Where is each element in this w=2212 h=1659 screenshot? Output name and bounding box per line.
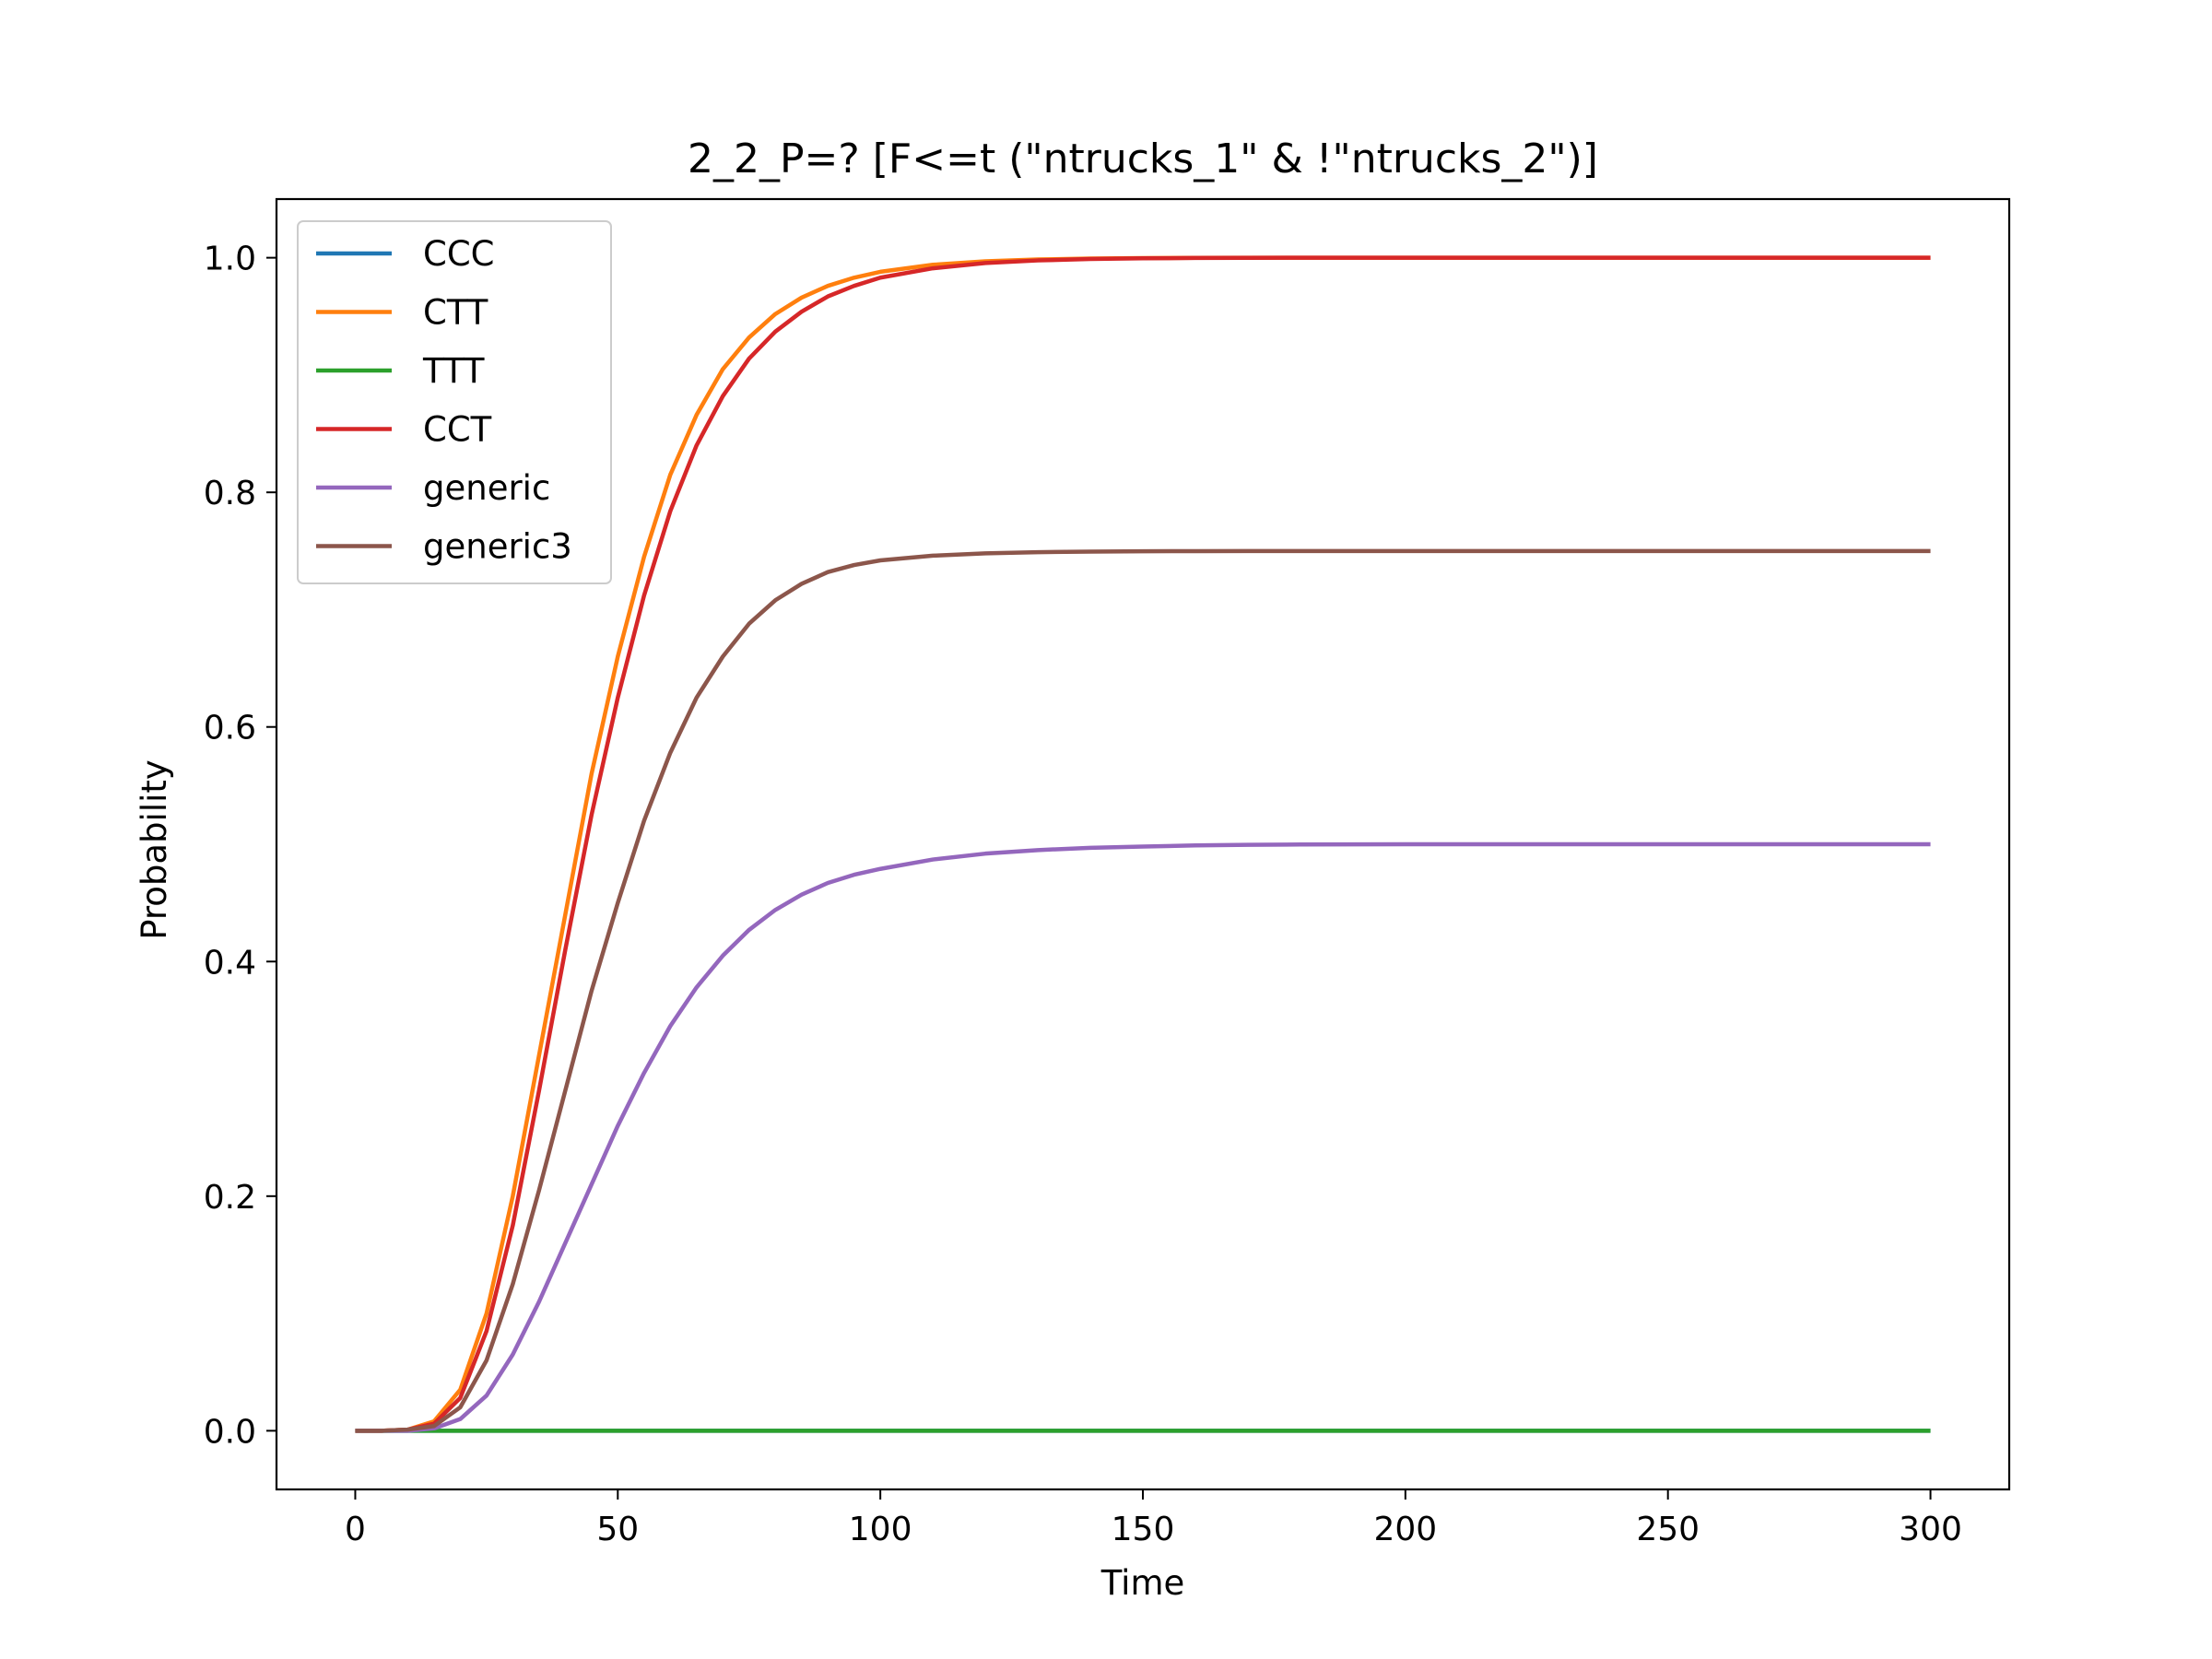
legend-label-ccc: CCC [423, 234, 495, 274]
x-tick-label: 250 [1636, 1511, 1700, 1548]
legend-label-cct: CCT [423, 410, 492, 450]
y-tick-label: 1.0 [204, 241, 256, 278]
series-line-generic3 [355, 548, 1931, 1433]
y-tick-label: 0.4 [204, 944, 256, 982]
x-tick-label: 50 [596, 1511, 639, 1548]
legend-label-ctt: CTT [423, 293, 488, 333]
x-tick-label: 0 [345, 1511, 366, 1548]
y-tick-label: 0.6 [204, 710, 256, 747]
series-line-cct [355, 255, 1931, 1433]
chart-title: 2_2_P=? [F<=t ("ntrucks_1" & !"ntrucks_2… [688, 135, 1598, 182]
legend-label-generic: generic [423, 468, 550, 508]
x-tick-label: 300 [1899, 1511, 1962, 1548]
legend: CCC CTT TTT CCT generic generic3 [297, 220, 612, 584]
y-tick-label: 0.8 [204, 475, 256, 512]
x-tick-label: 150 [1112, 1511, 1175, 1548]
y-tick-label: 0.0 [204, 1413, 256, 1451]
plot-area [355, 255, 1931, 1433]
y-tick-label: 0.2 [204, 1179, 256, 1217]
legend-label-ttt: TTT [422, 351, 485, 391]
axes: 0 50 100 150 200 250 300 0.0 0.2 0.4 0.6 0.8 1.0 [204, 197, 2011, 1548]
x-tick-label: 200 [1373, 1511, 1437, 1548]
legend-label-generic3: generic3 [423, 527, 572, 567]
x-axis-title: Time [1100, 1563, 1185, 1603]
y-axis-title: Probability [135, 759, 174, 940]
x-tick-label: 100 [849, 1511, 912, 1548]
series-line-generic [355, 841, 1931, 1433]
